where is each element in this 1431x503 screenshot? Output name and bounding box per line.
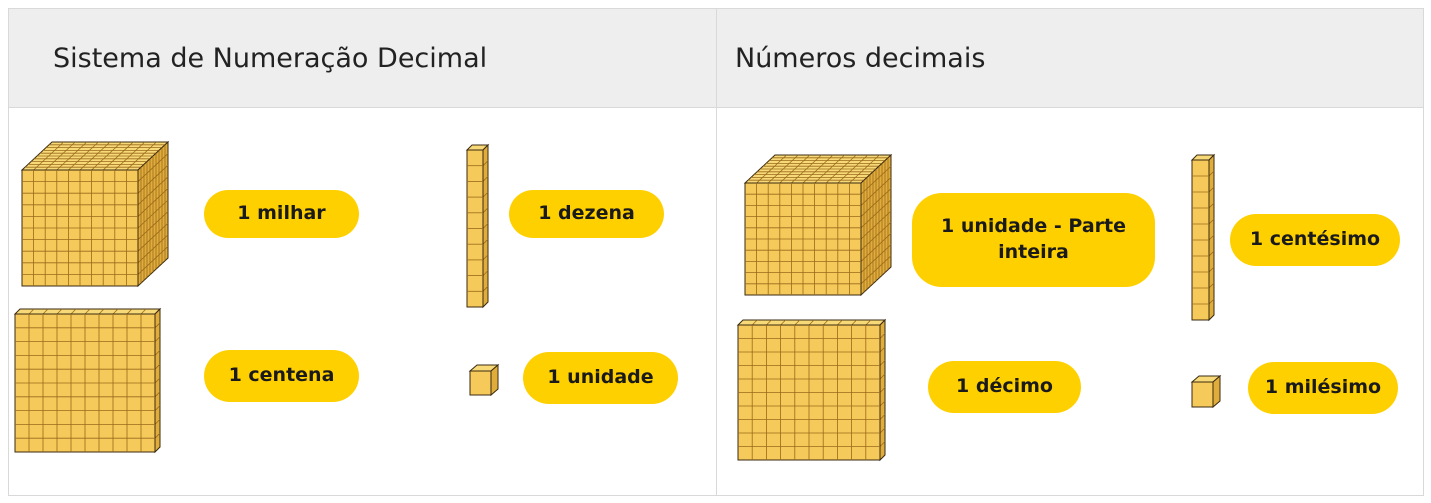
block-grid xyxy=(482,207,489,214)
block-grid xyxy=(860,221,892,251)
block-grid xyxy=(154,336,161,342)
block-grid xyxy=(42,308,49,315)
block-grid xyxy=(112,308,119,315)
label-pill: 1 unidade - Parte inteira xyxy=(912,193,1155,287)
block-grid xyxy=(860,177,892,206)
block-grid xyxy=(70,308,77,315)
label-pill: 1 décimo xyxy=(928,361,1081,413)
block-grid xyxy=(860,165,892,195)
block-grid xyxy=(154,322,161,329)
block-grid xyxy=(137,234,169,264)
block-grid xyxy=(482,223,489,229)
block-grid xyxy=(879,373,886,380)
block-grid xyxy=(1208,170,1215,177)
block-grid xyxy=(84,308,91,315)
block-grid xyxy=(154,350,161,356)
block-grid xyxy=(154,363,161,370)
column-header: Números decimais xyxy=(717,9,1423,107)
block-grid xyxy=(482,176,489,182)
base-ten-block xyxy=(743,153,893,297)
base-ten-block xyxy=(736,318,887,462)
block-grid xyxy=(154,419,161,425)
block-grid xyxy=(1208,218,1215,225)
block-grid xyxy=(98,308,105,315)
block-grid xyxy=(794,319,801,326)
block-front xyxy=(1191,381,1214,408)
base-ten-block xyxy=(1190,374,1222,409)
block-grid xyxy=(137,176,169,206)
block-grid xyxy=(137,164,169,194)
block-grid xyxy=(482,286,489,292)
block-front xyxy=(469,370,492,396)
block-grid xyxy=(482,191,489,198)
label-pill: 1 dezena xyxy=(509,190,664,238)
block-grid xyxy=(879,441,886,447)
block-grid xyxy=(1208,186,1215,193)
block-grid xyxy=(879,360,886,366)
block-grid xyxy=(154,432,161,439)
block-grid xyxy=(482,270,489,276)
block-grid xyxy=(1208,202,1215,209)
block-grid xyxy=(879,427,886,434)
block-grid xyxy=(137,153,169,182)
label-pill: 1 milhar xyxy=(204,190,359,238)
block-side xyxy=(1212,374,1221,409)
block-grid xyxy=(1208,282,1215,289)
block-grid xyxy=(56,308,63,315)
label-pill: 1 milésimo xyxy=(1248,362,1398,414)
block-grid xyxy=(879,414,886,420)
block-grid xyxy=(766,319,772,326)
block-grid xyxy=(126,308,133,315)
block-grid xyxy=(808,319,815,326)
column-header: Sistema de Numeração Decimal xyxy=(9,9,716,107)
base-ten-block xyxy=(1190,153,1216,322)
block-grid xyxy=(154,377,161,384)
base-ten-block xyxy=(468,363,500,397)
base-ten-block xyxy=(465,143,490,309)
block-grid xyxy=(1208,250,1215,257)
block-grid xyxy=(28,308,35,315)
block-grid xyxy=(140,308,147,315)
block-grid xyxy=(137,188,169,217)
block-grid xyxy=(879,387,886,393)
block-grid xyxy=(879,333,886,339)
block-grid xyxy=(751,319,758,326)
block-grid xyxy=(860,255,892,285)
block-grid xyxy=(1208,234,1215,241)
block-grid xyxy=(860,244,892,273)
block-grid xyxy=(780,319,786,326)
base-ten-block xyxy=(20,140,170,288)
block-grid xyxy=(154,391,161,398)
block-side xyxy=(490,363,499,397)
block-grid xyxy=(1208,298,1215,305)
base-ten-block xyxy=(13,307,162,454)
block-grid xyxy=(860,210,892,240)
block-grid xyxy=(482,254,489,261)
label-pill: 1 unidade xyxy=(523,352,678,404)
block-grid xyxy=(482,160,489,166)
block-grid xyxy=(137,222,169,252)
block-grid xyxy=(137,199,169,229)
block-grid xyxy=(482,238,489,245)
block-grid xyxy=(851,319,857,326)
block-grid xyxy=(879,346,886,353)
block-grid xyxy=(860,199,892,229)
block-grid xyxy=(822,319,829,326)
block-grid xyxy=(1208,266,1215,273)
label-pill: 1 centena xyxy=(204,350,359,402)
block-grid xyxy=(137,211,169,240)
block-grid xyxy=(865,319,872,326)
block-grid xyxy=(879,400,886,407)
block-grid xyxy=(860,188,892,217)
label-pill: 1 centésimo xyxy=(1230,214,1400,266)
block-grid xyxy=(837,319,843,326)
block-grid xyxy=(860,233,892,262)
block-grid xyxy=(137,246,169,275)
block-grid xyxy=(154,405,161,411)
